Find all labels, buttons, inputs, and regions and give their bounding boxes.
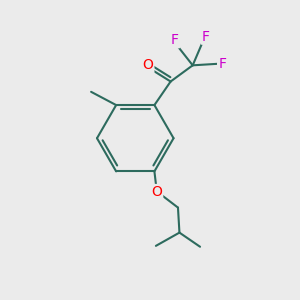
Text: F: F	[218, 57, 226, 71]
Text: O: O	[151, 185, 162, 199]
Text: F: F	[171, 33, 179, 47]
Text: F: F	[202, 30, 210, 44]
Text: O: O	[142, 58, 153, 72]
